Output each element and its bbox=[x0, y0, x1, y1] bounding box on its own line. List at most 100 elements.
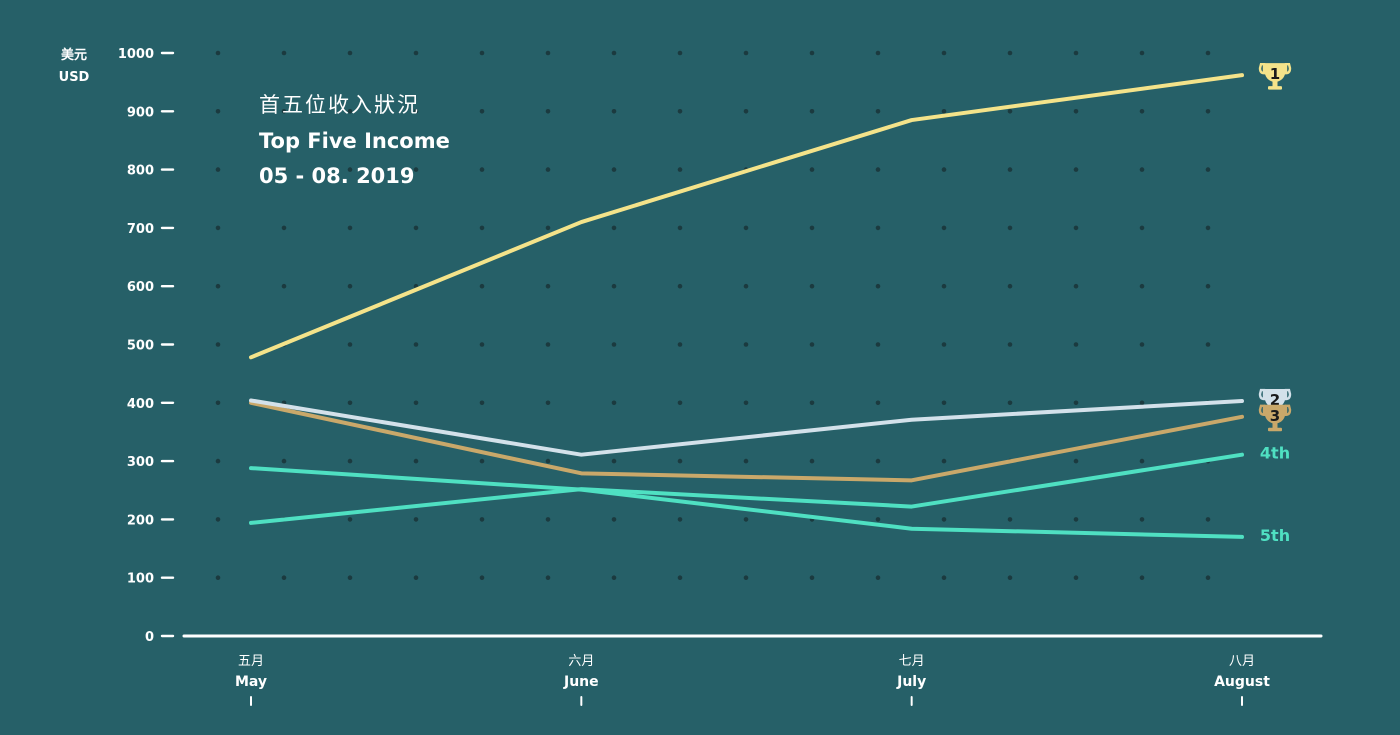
grid-dot bbox=[413, 575, 419, 580]
grid-dot bbox=[1139, 225, 1145, 231]
grid-dot bbox=[1073, 400, 1079, 406]
x-tick-label-zh: 七月 bbox=[899, 654, 925, 669]
grid-dot bbox=[1205, 283, 1211, 289]
grid-dot bbox=[743, 517, 749, 522]
grid-dot bbox=[1205, 50, 1211, 56]
grid-dot bbox=[1007, 283, 1013, 289]
grid-dot bbox=[413, 167, 419, 172]
grid-dot bbox=[809, 342, 815, 347]
grid-dot bbox=[941, 50, 947, 56]
y-axis-unit-en: USD bbox=[59, 70, 90, 85]
x-axis: 五月 May 六月 June 七月 July 八月 August bbox=[235, 654, 1270, 706]
grid-dot bbox=[941, 167, 947, 172]
series-line-5th bbox=[249, 466, 1244, 539]
grid-dot bbox=[1007, 167, 1013, 172]
grid-dot bbox=[1073, 458, 1079, 464]
grid-dot bbox=[1205, 167, 1211, 172]
grid-dot bbox=[215, 225, 221, 231]
grid-dot bbox=[545, 342, 551, 347]
grid-dot bbox=[677, 400, 683, 406]
grid-dot bbox=[479, 50, 485, 56]
grid-dot bbox=[611, 109, 617, 114]
y-tick-label: 300 bbox=[127, 455, 154, 470]
grid-dot bbox=[611, 458, 617, 464]
chart-title-zh: 首五位收入狀況 bbox=[259, 93, 420, 117]
grid-dot bbox=[281, 167, 287, 172]
grid-dot bbox=[1205, 225, 1211, 231]
grid-dot bbox=[413, 517, 419, 522]
grid-dot bbox=[611, 225, 617, 231]
trophy-icon: 1 bbox=[1258, 62, 1292, 90]
grid-dot bbox=[875, 167, 881, 172]
grid-dot bbox=[875, 225, 881, 231]
grid-dot bbox=[875, 458, 881, 464]
grid-dot bbox=[479, 342, 485, 347]
grid-dot bbox=[1073, 517, 1079, 522]
grid-dot bbox=[941, 575, 947, 580]
grid-dot bbox=[215, 517, 221, 522]
grid-dot bbox=[545, 458, 551, 464]
rank-label: 5th bbox=[1260, 526, 1290, 545]
grid-dot bbox=[215, 342, 221, 347]
y-tick-label: 200 bbox=[127, 513, 154, 528]
series-lines bbox=[249, 73, 1244, 539]
grid-dot bbox=[1007, 109, 1013, 114]
y-axis-unit-zh: 美元 bbox=[61, 47, 87, 63]
rank-label: 4th bbox=[1260, 444, 1290, 463]
grid-dot bbox=[875, 283, 881, 289]
rank-label: 2 bbox=[1270, 391, 1280, 409]
grid-dot bbox=[347, 283, 353, 289]
grid-dot bbox=[941, 458, 947, 464]
grid-dot bbox=[611, 50, 617, 56]
grid-dot bbox=[611, 342, 617, 347]
grid-dot bbox=[677, 109, 683, 114]
grid-dot bbox=[347, 517, 353, 522]
y-tick-label: 500 bbox=[127, 339, 154, 354]
grid-dot bbox=[809, 50, 815, 56]
series-line-3 bbox=[249, 400, 1244, 483]
grid-dot bbox=[1073, 167, 1079, 172]
x-tick-label-zh: 六月 bbox=[568, 654, 594, 669]
grid-dot bbox=[743, 458, 749, 464]
grid-dot bbox=[1139, 283, 1145, 289]
grid-dot bbox=[809, 109, 815, 114]
grid-dot bbox=[215, 458, 221, 464]
series-end-labels: 1 23 4th 5th bbox=[1258, 62, 1292, 545]
grid-dot bbox=[281, 225, 287, 231]
grid-dot bbox=[215, 50, 221, 56]
grid-dot bbox=[875, 400, 881, 406]
rank-label: 3 bbox=[1270, 407, 1280, 425]
grid-dot bbox=[281, 283, 287, 289]
grid-dot bbox=[347, 458, 353, 464]
grid-dot bbox=[1007, 342, 1013, 347]
grid-dot bbox=[347, 400, 353, 406]
grid-dot bbox=[1139, 575, 1145, 580]
grid-dot bbox=[215, 167, 221, 172]
x-tick-label-en: June bbox=[563, 674, 599, 690]
grid-dot bbox=[413, 50, 419, 56]
y-tick-label: 800 bbox=[127, 164, 154, 179]
grid-dot bbox=[1139, 167, 1145, 172]
series-line-2 bbox=[249, 398, 1244, 457]
grid-dot bbox=[743, 342, 749, 347]
grid-dot bbox=[1139, 400, 1145, 406]
grid-dot bbox=[677, 167, 683, 172]
y-tick-label: 600 bbox=[127, 280, 154, 295]
grid-dot bbox=[1205, 342, 1211, 347]
grid-dot bbox=[743, 400, 749, 406]
y-tick-label: 0 bbox=[145, 630, 154, 645]
grid-dot bbox=[281, 109, 287, 114]
grid-dot bbox=[347, 167, 353, 172]
y-tick-label: 1000 bbox=[118, 47, 154, 62]
grid-dot bbox=[743, 50, 749, 56]
grid-dot bbox=[875, 575, 881, 580]
grid-dot bbox=[545, 517, 551, 522]
grid-dot bbox=[479, 109, 485, 114]
x-tick-label-en: May bbox=[235, 674, 267, 690]
grid-dot bbox=[1007, 50, 1013, 56]
trophy-icon: 3 bbox=[1258, 404, 1292, 432]
grid-dot bbox=[677, 342, 683, 347]
x-tick-label-zh: 八月 bbox=[1229, 654, 1255, 669]
grid-dot bbox=[479, 575, 485, 580]
grid-dot bbox=[611, 283, 617, 289]
